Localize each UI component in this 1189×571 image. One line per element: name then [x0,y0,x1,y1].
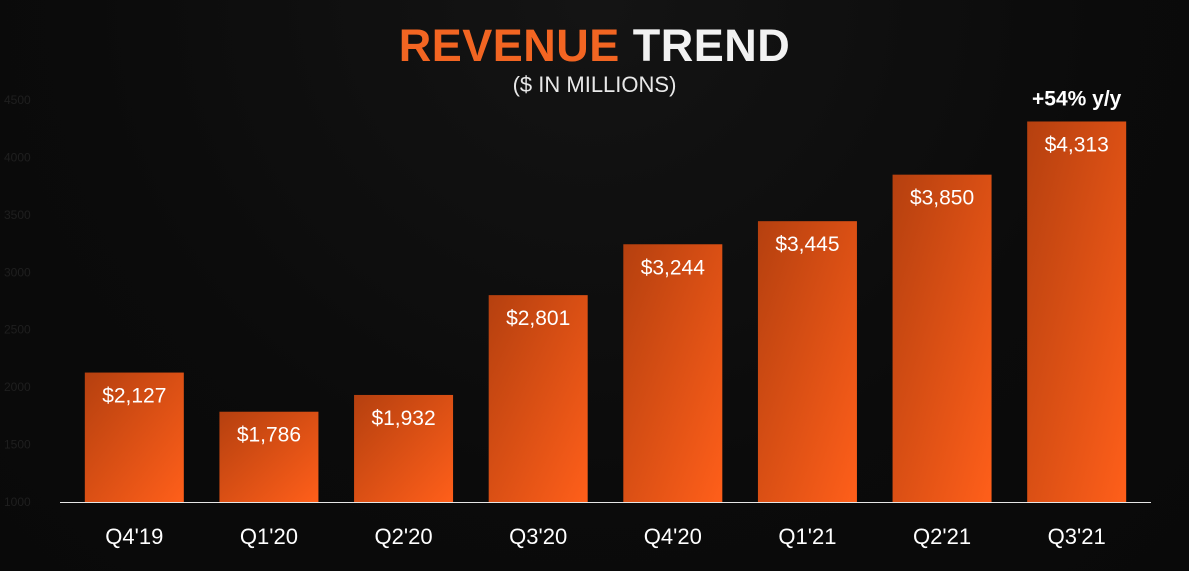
bar [892,174,992,502]
bar-value-label: $3,850 [910,187,974,210]
title-accent: REVENUE [398,20,620,71]
x-tick-label: Q3'20 [509,524,567,549]
bar-value-label: $1,786 [237,424,301,447]
x-axis: Q4'19 Q1'20 Q2'20 Q3'20 Q4'20 Q1'21 Q2'21 Q3'21 [105,524,1105,549]
title-rest: TREND [632,20,791,71]
bar-value-label: $3,244 [641,256,706,279]
y-tick-label: 3000 [4,265,31,279]
bar [219,411,319,502]
y-tick-label: 2500 [4,323,31,337]
bar-value-label: $2,127 [102,385,166,408]
bar-value-label: $4,313 [1045,133,1109,156]
y-tick-label: 4000 [4,150,31,164]
x-tick-label: Q3'21 [1048,524,1106,549]
x-tick-label: Q4'20 [644,524,702,549]
bar-value-label: $1,932 [371,407,435,430]
x-tick-label: Q1'20 [240,524,298,549]
y-tick-label: 1500 [4,438,31,452]
bar [488,295,588,502]
growth-annotation: +54% y/y [1032,87,1122,110]
bar [354,394,454,502]
y-tick-label: 4500 [4,93,31,107]
bar-value-label: $2,801 [506,307,570,330]
x-tick-label: Q1'21 [778,524,836,549]
x-tick-label: Q4'19 [105,524,163,549]
chart-subtitle: ($ IN MILLIONS) [512,72,677,97]
y-tick-label: 1000 [4,495,31,509]
bar [757,221,857,502]
y-tick-label: 2000 [4,380,31,394]
bars-group: $2,127 $1,786 $1,932 $2,801 $3,244 $3,445 $3,8… [84,121,1127,503]
bar [84,372,184,502]
chart-title: REVENUE TREND [0,20,1189,72]
bar [1027,121,1127,503]
y-axis: 1000 1500 2000 2500 3000 3500 4000 4500 [4,93,31,509]
x-tick-label: Q2'20 [375,524,433,549]
bar-value-label: $3,445 [775,233,839,256]
x-tick-label: Q2'21 [913,524,971,549]
bar [623,244,723,503]
y-tick-label: 3500 [4,208,31,222]
